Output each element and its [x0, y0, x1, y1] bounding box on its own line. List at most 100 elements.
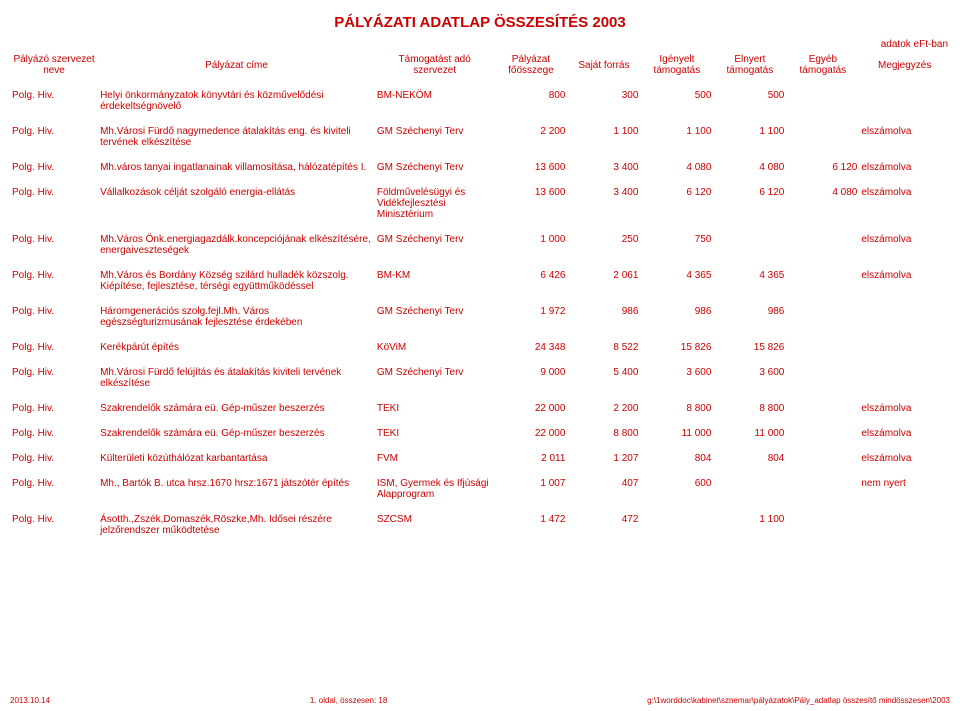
cell-own: 8 800	[567, 424, 640, 449]
cell-total: 800	[494, 86, 567, 122]
col-ptitle: Pályázat címe	[98, 52, 375, 86]
cell-supporter: ISM, Gyermek és Ifjúsági Alapprogram	[375, 474, 495, 510]
cell-ptitle: Mh.Város és Bordány Község szilárd hulla…	[98, 266, 375, 302]
cell-supporter: TEKI	[375, 424, 495, 449]
cell-won: 4 080	[713, 158, 786, 183]
cell-remark	[859, 363, 950, 399]
page-title: PÁLYÁZATI ADATLAP ÖSSZESÍTÉS 2003	[10, 14, 950, 31]
cell-remark: elszámolva	[859, 158, 950, 183]
cell-own: 5 400	[567, 363, 640, 399]
table-row: Polg. Hiv.Ásotth.,Zszék,Domaszék,Röszke,…	[10, 510, 950, 546]
cell-remark	[859, 86, 950, 122]
cell-req: 4 365	[640, 266, 713, 302]
cell-total: 13 600	[494, 158, 567, 183]
table-row: Polg. Hiv.Szakrendelők számára eü. Gép-m…	[10, 399, 950, 424]
col-own: Saját forrás	[567, 52, 640, 86]
cell-remark	[859, 338, 950, 363]
cell-org: Polg. Hiv.	[10, 158, 98, 183]
cell-other	[786, 230, 859, 266]
cell-other	[786, 266, 859, 302]
cell-remark: elszámolva	[859, 266, 950, 302]
cell-won: 6 120	[713, 183, 786, 230]
cell-org: Polg. Hiv.	[10, 424, 98, 449]
cell-other: 4 080	[786, 183, 859, 230]
cell-own: 986	[567, 302, 640, 338]
cell-ptitle: Háromgenerációs szolg.fejl.Mh. Város egé…	[98, 302, 375, 338]
cell-supporter: Földművelésügyi és Vidékfejlesztési Mini…	[375, 183, 495, 230]
cell-req: 6 120	[640, 183, 713, 230]
cell-own: 472	[567, 510, 640, 546]
cell-req: 750	[640, 230, 713, 266]
cell-ptitle: Szakrendelők számára eü. Gép-műszer besz…	[98, 424, 375, 449]
footer: 2013.10.14 1. oldal, összesen: 18 g:\1wo…	[10, 696, 950, 705]
cell-total: 24 348	[494, 338, 567, 363]
header-row: Pályázó szervezet neve Pályázat címe Tám…	[10, 52, 950, 86]
cell-own: 8 522	[567, 338, 640, 363]
cell-other	[786, 122, 859, 158]
cell-org: Polg. Hiv.	[10, 302, 98, 338]
cell-won: 1 100	[713, 122, 786, 158]
cell-own: 250	[567, 230, 640, 266]
cell-own: 2 200	[567, 399, 640, 424]
cell-remark	[859, 302, 950, 338]
cell-supporter: SZCSM	[375, 510, 495, 546]
cell-won: 15 826	[713, 338, 786, 363]
cell-remark: elszámolva	[859, 449, 950, 474]
cell-total: 13 600	[494, 183, 567, 230]
cell-won: 11 000	[713, 424, 786, 449]
cell-org: Polg. Hiv.	[10, 230, 98, 266]
cell-req: 600	[640, 474, 713, 510]
cell-other	[786, 302, 859, 338]
col-org: Pályázó szervezet neve	[10, 52, 98, 86]
cell-org: Polg. Hiv.	[10, 266, 98, 302]
cell-won: 804	[713, 449, 786, 474]
cell-org: Polg. Hiv.	[10, 122, 98, 158]
cell-own: 300	[567, 86, 640, 122]
cell-req: 4 080	[640, 158, 713, 183]
cell-own: 407	[567, 474, 640, 510]
cell-total: 22 000	[494, 399, 567, 424]
grant-table: Pályázó szervezet neve Pályázat címe Tám…	[10, 52, 950, 546]
cell-supporter: KöViM	[375, 338, 495, 363]
units-note: adatok eFt-ban	[10, 39, 950, 50]
cell-remark: elszámolva	[859, 399, 950, 424]
cell-own: 1 100	[567, 122, 640, 158]
cell-won: 4 365	[713, 266, 786, 302]
cell-org: Polg. Hiv.	[10, 363, 98, 399]
cell-won: 1 100	[713, 510, 786, 546]
cell-other: 6 120	[786, 158, 859, 183]
cell-ptitle: Mh.Város Önk.energiagazdálk.koncepcióján…	[98, 230, 375, 266]
cell-other	[786, 474, 859, 510]
cell-remark: elszámolva	[859, 424, 950, 449]
cell-remark	[859, 510, 950, 546]
cell-total: 1 007	[494, 474, 567, 510]
cell-won: 500	[713, 86, 786, 122]
footer-left: 2013.10.14	[10, 696, 50, 705]
table-row: Polg. Hiv.Helyi önkormányzatok könyvtári…	[10, 86, 950, 122]
cell-req: 15 826	[640, 338, 713, 363]
cell-won	[713, 230, 786, 266]
cell-req: 1 100	[640, 122, 713, 158]
cell-total: 1 472	[494, 510, 567, 546]
cell-supporter: GM Széchenyi Terv	[375, 122, 495, 158]
cell-org: Polg. Hiv.	[10, 86, 98, 122]
table-row: Polg. Hiv.Mh.Városi Fürdő nagymedence át…	[10, 122, 950, 158]
cell-remark: elszámolva	[859, 230, 950, 266]
cell-won	[713, 474, 786, 510]
cell-total: 9 000	[494, 363, 567, 399]
cell-remark: elszámolva	[859, 183, 950, 230]
cell-supporter: GM Széchenyi Terv	[375, 230, 495, 266]
table-row: Polg. Hiv.Szakrendelők számára eü. Gép-m…	[10, 424, 950, 449]
cell-supporter: BM-NEKÖM	[375, 86, 495, 122]
cell-org: Polg. Hiv.	[10, 449, 98, 474]
footer-right: g:\1worddoc\kabinet\sznemar\pályázatok\P…	[647, 696, 950, 705]
cell-req	[640, 510, 713, 546]
cell-other	[786, 363, 859, 399]
cell-req: 500	[640, 86, 713, 122]
cell-own: 2 061	[567, 266, 640, 302]
cell-other	[786, 338, 859, 363]
col-other: Egyéb támogatás	[786, 52, 859, 86]
cell-own: 1 207	[567, 449, 640, 474]
cell-ptitle: Külterületi közúthálózat karbantartása	[98, 449, 375, 474]
cell-supporter: TEKI	[375, 399, 495, 424]
